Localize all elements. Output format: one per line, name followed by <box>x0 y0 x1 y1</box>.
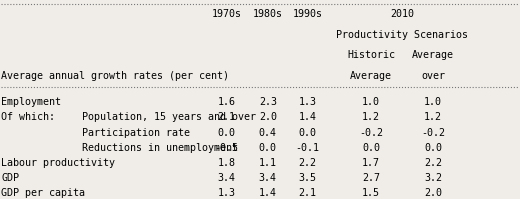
Text: 2.0: 2.0 <box>259 112 277 122</box>
Text: Of which:: Of which: <box>2 112 56 122</box>
Text: 1990s: 1990s <box>293 9 322 19</box>
Text: 0.0: 0.0 <box>259 143 277 153</box>
Text: 0.0: 0.0 <box>298 128 317 138</box>
Text: Employment: Employment <box>2 97 61 107</box>
Text: 0.0: 0.0 <box>362 143 380 153</box>
Text: 2.2: 2.2 <box>298 158 317 168</box>
Text: 1.0: 1.0 <box>424 97 443 107</box>
Text: 1980s: 1980s <box>253 9 283 19</box>
Text: 2.1: 2.1 <box>217 112 236 122</box>
Text: 1.3: 1.3 <box>217 188 236 198</box>
Text: 0.4: 0.4 <box>259 128 277 138</box>
Text: 0.0: 0.0 <box>217 128 236 138</box>
Text: 3.2: 3.2 <box>424 173 443 183</box>
Text: 2010: 2010 <box>390 9 414 19</box>
Text: GDP per capita: GDP per capita <box>2 188 85 198</box>
Text: 2.1: 2.1 <box>298 188 317 198</box>
Text: Historic: Historic <box>347 50 395 60</box>
Text: Average annual growth rates (per cent): Average annual growth rates (per cent) <box>2 70 229 81</box>
Text: Population, 15 years and over: Population, 15 years and over <box>82 112 255 122</box>
Text: 1.6: 1.6 <box>217 97 236 107</box>
Text: 3.5: 3.5 <box>298 173 317 183</box>
Text: 1.2: 1.2 <box>362 112 380 122</box>
Text: 1.0: 1.0 <box>362 97 380 107</box>
Text: Average: Average <box>350 70 392 81</box>
Text: 1.8: 1.8 <box>217 158 236 168</box>
Text: 1.4: 1.4 <box>259 188 277 198</box>
Text: 1.1: 1.1 <box>259 158 277 168</box>
Text: 1970s: 1970s <box>212 9 241 19</box>
Text: -0.2: -0.2 <box>421 128 445 138</box>
Text: 1.7: 1.7 <box>362 158 380 168</box>
Text: 2.0: 2.0 <box>424 188 443 198</box>
Text: 2.2: 2.2 <box>424 158 443 168</box>
Text: -0.1: -0.1 <box>295 143 320 153</box>
Text: Labour productivity: Labour productivity <box>2 158 115 168</box>
Text: 3.4: 3.4 <box>259 173 277 183</box>
Text: 1.2: 1.2 <box>424 112 443 122</box>
Text: Average: Average <box>412 50 454 60</box>
Text: 1.3: 1.3 <box>298 97 317 107</box>
Text: -0.5: -0.5 <box>214 143 238 153</box>
Text: 2.7: 2.7 <box>362 173 380 183</box>
Text: Reductions in unemployment: Reductions in unemployment <box>82 143 238 153</box>
Text: Participation rate: Participation rate <box>82 128 190 138</box>
Text: GDP: GDP <box>2 173 19 183</box>
Text: 1.4: 1.4 <box>298 112 317 122</box>
Text: 1.5: 1.5 <box>362 188 380 198</box>
Text: over: over <box>421 70 445 81</box>
Text: 2.3: 2.3 <box>259 97 277 107</box>
Text: 0.0: 0.0 <box>424 143 443 153</box>
Text: -0.2: -0.2 <box>359 128 383 138</box>
Text: Productivity Scenarios: Productivity Scenarios <box>336 30 468 40</box>
Text: 3.4: 3.4 <box>217 173 236 183</box>
